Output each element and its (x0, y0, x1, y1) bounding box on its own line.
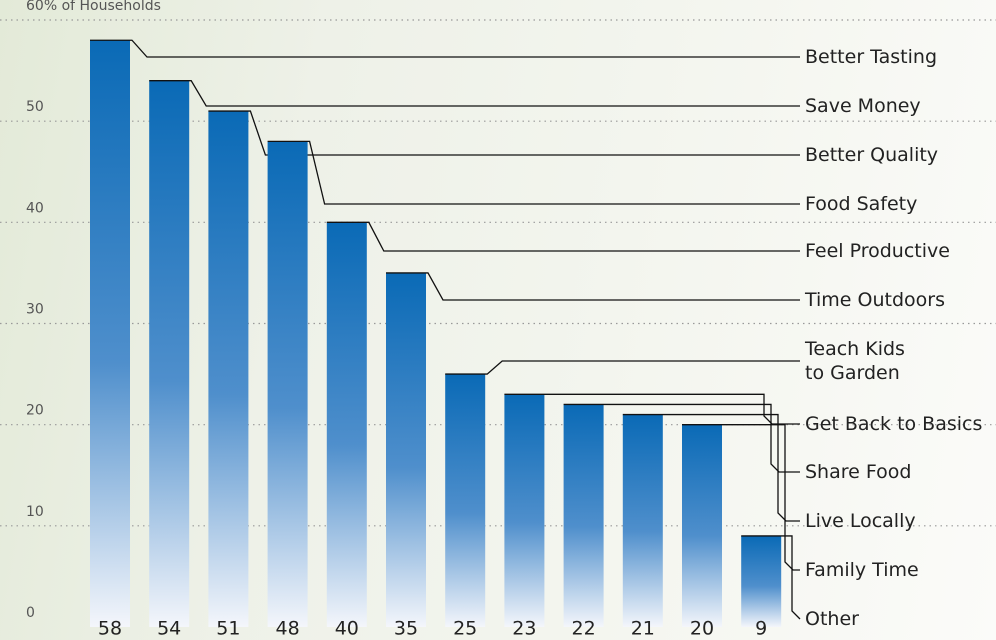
bar (445, 374, 486, 627)
category-label: Feel Productive (805, 240, 950, 262)
bar (90, 40, 130, 627)
leader-line (90, 39, 800, 58)
category-label: Better Quality (805, 144, 939, 166)
leader-line (504, 393, 800, 425)
y-tick-label: 20 (26, 403, 44, 419)
leader-line (622, 413, 800, 522)
category-label: Other (805, 608, 859, 630)
leader-line (741, 535, 801, 620)
value-label: 51 (216, 618, 240, 640)
bar (741, 535, 782, 627)
category-label: Food Safety (805, 193, 918, 215)
leader-line (149, 80, 800, 107)
leader-line (386, 272, 800, 301)
value-label: 54 (157, 618, 181, 640)
bar (208, 111, 249, 628)
bar (682, 424, 722, 627)
value-label: 48 (276, 618, 300, 640)
category-label: Better Tasting (805, 46, 937, 68)
leader-line (208, 110, 800, 156)
bar (504, 394, 545, 627)
y-tick-label: 50 (26, 99, 44, 115)
value-label: 23 (512, 618, 536, 640)
value-label: 9 (755, 618, 767, 640)
category-label: Live Locally (805, 510, 916, 532)
bar (149, 80, 190, 627)
category-label: Save Money (805, 95, 921, 117)
leader-line (326, 221, 800, 252)
leader-line (445, 360, 800, 375)
y-tick-label: 60% of Households (26, 0, 161, 14)
y-tick-label: 0 (26, 605, 35, 621)
leader-line (682, 424, 800, 571)
category-label: Teach Kids to Garden (805, 338, 905, 384)
y-tick-label: 40 (26, 200, 44, 216)
y-tick-label: 30 (26, 302, 44, 318)
category-label: Get Back to Basics (805, 413, 983, 435)
leader-line (563, 403, 800, 473)
value-label: 58 (98, 618, 122, 640)
category-label: Time Outdoors (805, 289, 946, 311)
category-label: Family Time (805, 559, 919, 581)
y-tick-label: 10 (26, 504, 44, 520)
value-label: 35 (394, 618, 418, 640)
bar (326, 222, 367, 628)
value-label: 20 (690, 618, 714, 640)
value-label: 40 (335, 618, 359, 640)
value-label: 25 (453, 618, 477, 640)
bar (386, 272, 426, 627)
bar (622, 414, 663, 627)
bar (563, 404, 604, 627)
category-label: Share Food (805, 461, 912, 483)
bar (267, 141, 308, 627)
leader-line (267, 140, 800, 205)
value-label: 22 (572, 618, 596, 640)
value-label: 21 (631, 618, 655, 640)
